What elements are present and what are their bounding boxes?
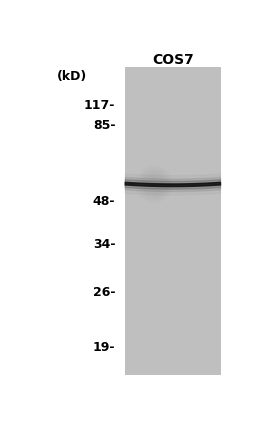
Text: 26-: 26- <box>93 286 115 299</box>
Text: COS7: COS7 <box>152 53 194 67</box>
Polygon shape <box>125 180 220 189</box>
Polygon shape <box>125 177 220 191</box>
Polygon shape <box>125 174 220 195</box>
Text: 48-: 48- <box>93 195 115 208</box>
Text: 85-: 85- <box>93 119 115 132</box>
Text: (kD): (kD) <box>57 70 87 83</box>
Polygon shape <box>125 182 220 187</box>
Text: 19-: 19- <box>93 341 115 353</box>
Text: 34-: 34- <box>93 238 115 251</box>
Text: 117-: 117- <box>84 100 115 112</box>
